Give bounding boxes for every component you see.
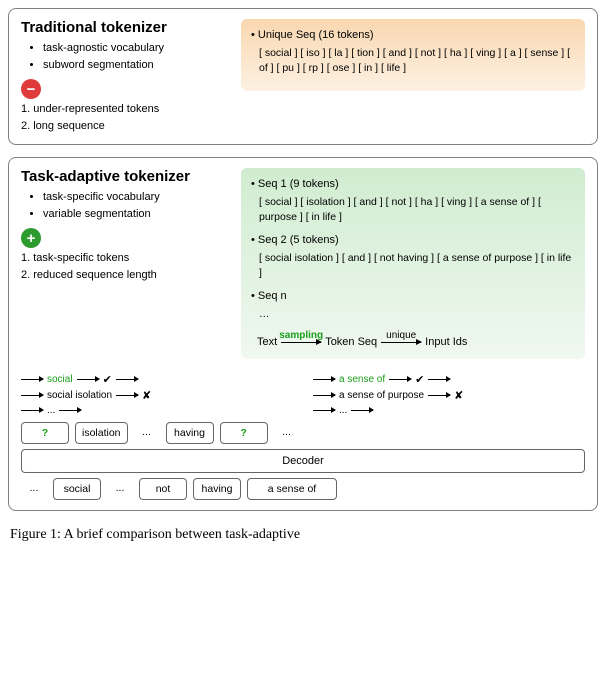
arrow-icon: [313, 410, 335, 411]
lane-right-2: a sense of purpose: [339, 390, 424, 401]
top-cell-1: isolation: [75, 422, 128, 444]
panel2-num: 1. task-specific tokens 2. reduced seque…: [21, 250, 231, 283]
panel1-right: Unique Seq (16 tokens) [ social ] [ iso …: [241, 19, 585, 134]
panel-traditional: Traditional tokenizer task-agnostic voca…: [8, 8, 598, 145]
panel1-num: 1. under-represented tokens 2. long sequ…: [21, 101, 231, 134]
decoder-top-row: ? isolation ... having ? ...: [21, 422, 585, 444]
arrow-icon: [21, 379, 43, 380]
cross-icon: ✘: [142, 389, 151, 402]
panel2-bullet-1: task-specific vocabulary: [43, 189, 231, 206]
panel2-num-1: 1. task-specific tokens: [21, 250, 231, 267]
arrow-icon: [59, 410, 81, 411]
seq2-title: Seq 2 (5 tokens): [251, 232, 575, 249]
pipeline-text: Text: [257, 334, 277, 351]
arrow-icon: [116, 395, 138, 396]
seq1-title: Seq 1 (9 tokens): [251, 176, 575, 193]
decoder-diagram: social ✔ social isolation ✘ ... a sense of…: [21, 373, 585, 500]
pipeline-lbl-sampling: sampling: [279, 328, 323, 343]
decoder-right-lanes: a sense of ✔ a sense of purpose ✘ ...: [313, 373, 585, 416]
check-icon: ✔: [103, 373, 112, 386]
lane-left-2: social isolation: [47, 390, 112, 401]
arrow-icon: sampling: [281, 342, 321, 343]
panel2-bullet-2: variable segmentation: [43, 206, 231, 223]
decoder-lanes: social ✔ social isolation ✘ ... a sense of…: [21, 373, 585, 416]
pipeline-lbl-unique: unique: [386, 328, 416, 343]
arrow-icon: [77, 379, 99, 380]
panel1-example: Unique Seq (16 tokens) [ social ] [ iso …: [241, 19, 585, 91]
bot-cell-4: a sense of: [247, 478, 337, 500]
plus-badge-icon: +: [21, 228, 41, 248]
arrow-icon: [313, 395, 335, 396]
decoder-bottom-row: ... social ... not having a sense of: [21, 478, 585, 500]
pipeline-tokenseq: Token Seq: [325, 334, 377, 351]
top-cell-ell2: ...: [274, 422, 300, 444]
arrow-icon: [428, 379, 450, 380]
panel2-bullets: task-specific vocabulary variable segmen…: [21, 189, 231, 222]
arrow-icon: [21, 395, 43, 396]
bot-cell-1: social: [53, 478, 101, 500]
top-cell-ell1: ...: [134, 422, 160, 444]
panel1-num-2: 2. long sequence: [21, 118, 231, 135]
seqn-title: Seq n: [251, 288, 575, 305]
panel1-num-1: 1. under-represented tokens: [21, 101, 231, 118]
cross-icon: ✘: [454, 389, 463, 402]
top-cell-2: having: [166, 422, 214, 444]
lane-right-3: ...: [339, 405, 347, 416]
pipeline: Text sampling Token Seq unique Input Ids: [251, 334, 575, 351]
minus-badge-icon: −: [21, 79, 41, 99]
bot-cell-2: not: [139, 478, 187, 500]
panel1-left: Traditional tokenizer task-agnostic voca…: [21, 19, 231, 134]
top-cell-q1: ?: [21, 422, 69, 444]
arrow-icon: unique: [381, 342, 421, 343]
panel1-top: Traditional tokenizer task-agnostic voca…: [21, 19, 585, 134]
bot-cell-ell0: ...: [21, 478, 47, 500]
seq2-tokens: [ social isolation ] [ and ] [ not havin…: [251, 251, 575, 283]
lane-right-1: a sense of: [339, 374, 385, 385]
lane-left-1: social: [47, 374, 73, 385]
figure-caption: Figure 1: A brief comparison between tas…: [8, 523, 598, 543]
decoder-left-lanes: social ✔ social isolation ✘ ...: [21, 373, 293, 416]
panel1-bullet-2: subword segmentation: [43, 57, 231, 74]
seq1-tokens: [ social ] [ isolation ] [ and ] [ not ]…: [251, 195, 575, 227]
panel2-num-2: 2. reduced sequence length: [21, 267, 231, 284]
lane-left-3: ...: [47, 405, 55, 416]
panel1-seq-title: Unique Seq (16 tokens): [251, 27, 575, 44]
panel2-title: Task-adaptive tokenizer: [21, 168, 231, 185]
check-icon: ✔: [415, 373, 424, 386]
arrow-icon: [351, 410, 373, 411]
arrow-icon: [313, 379, 335, 380]
arrow-icon: [21, 410, 43, 411]
panel2-top: Task-adaptive tokenizer task-specific vo…: [21, 168, 585, 359]
panel1-bullets: task-agnostic vocabulary subword segment…: [21, 40, 231, 73]
arrow-icon: [428, 395, 450, 396]
panel2-left: Task-adaptive tokenizer task-specific vo…: [21, 168, 231, 359]
arrow-icon: [389, 379, 411, 380]
panel2-right: Seq 1 (9 tokens) [ social ] [ isolation …: [241, 168, 585, 359]
decoder-bar: Decoder: [21, 449, 585, 473]
bot-cell-ell1: ...: [107, 478, 133, 500]
panel1-tokens: [ social ] [ iso ] [ la ] [ tion ] [ and…: [251, 46, 575, 78]
seqn-tokens: …: [251, 307, 575, 323]
panel1-title: Traditional tokenizer: [21, 19, 231, 36]
pipeline-inputids: Input Ids: [425, 334, 467, 351]
top-cell-q2: ?: [220, 422, 268, 444]
panel2-example: Seq 1 (9 tokens) [ social ] [ isolation …: [241, 168, 585, 359]
arrow-icon: [116, 379, 138, 380]
bot-cell-3: having: [193, 478, 241, 500]
panel1-bullet-1: task-agnostic vocabulary: [43, 40, 231, 57]
panel-task-adaptive: Task-adaptive tokenizer task-specific vo…: [8, 157, 598, 511]
